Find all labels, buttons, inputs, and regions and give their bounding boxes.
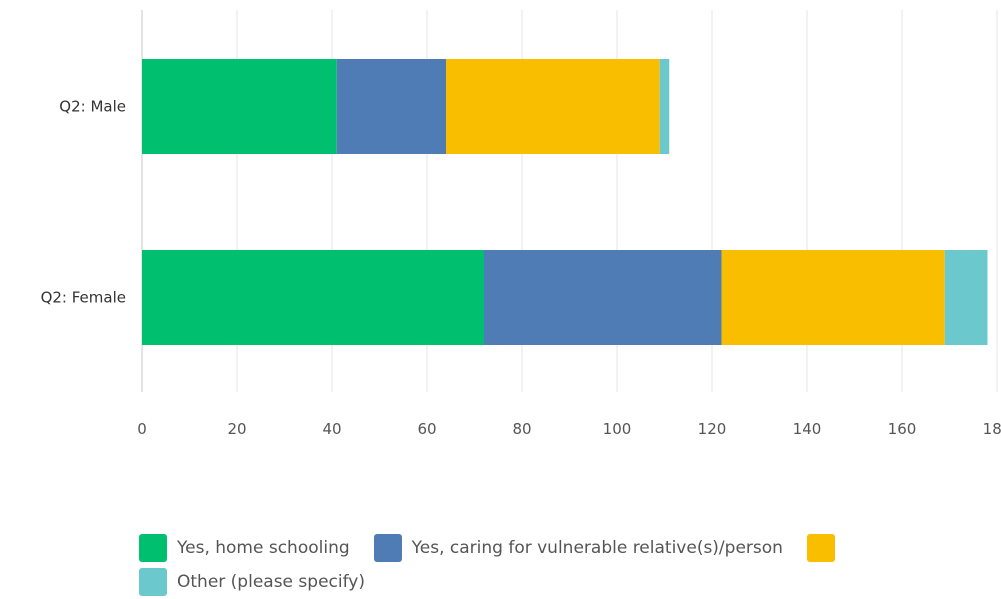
stacked-bar-chart: 0 20 40 60 80 100 120 140 160 180 Q2: Male Q2: Fem… — [41, 10, 1001, 438]
legend-label-caring: Yes, caring for vulnerable relative(s)/p… — [411, 538, 783, 558]
bar-female-series-3 — [944, 250, 988, 345]
x-tick-label-120: 120 — [698, 420, 727, 438]
x-tick-label-140: 140 — [793, 420, 822, 438]
legend-swatch-other — [139, 568, 167, 596]
legend-label-other: Other (please specify) — [177, 572, 365, 592]
category-label-male: Q2: Male — [59, 98, 126, 116]
bar-male-series-0 — [142, 59, 337, 154]
x-tick-label-100: 100 — [603, 420, 632, 438]
category-label-female: Q2: Female — [41, 289, 126, 307]
legend-row-2: Other (please specify) — [139, 565, 1001, 599]
x-tick-labels: 0 20 40 60 80 100 120 140 160 180 — [137, 420, 1001, 438]
bar-male-series-1 — [336, 59, 446, 154]
x-tick-label-160: 160 — [888, 420, 917, 438]
x-tick-label-60: 60 — [417, 420, 436, 438]
x-tick-label-0: 0 — [137, 420, 147, 438]
bar-female-series-0 — [142, 250, 484, 345]
legend-row-1: Yes, home schooling Yes, caring for vuln… — [139, 531, 1001, 565]
bar-male-series-3 — [659, 59, 670, 154]
x-tick-label-40: 40 — [322, 420, 341, 438]
x-tick-label-80: 80 — [512, 420, 531, 438]
legend-swatch-caring — [373, 534, 402, 562]
legend-item-other: Other (please specify) — [139, 568, 365, 596]
legend-item-third-series — [806, 534, 845, 562]
bar-female-series-1 — [484, 250, 722, 345]
bars — [142, 59, 988, 345]
category-labels: Q2: Male Q2: Female — [41, 98, 126, 307]
bar-female-series-2 — [721, 250, 945, 345]
legend-item-home-schooling: Yes, home schooling — [139, 534, 350, 562]
legend-swatch-home-schooling — [139, 534, 167, 562]
legend-item-caring: Yes, caring for vulnerable relative(s)/p… — [373, 534, 783, 562]
legend: Yes, home schooling Yes, caring for vuln… — [139, 531, 1001, 599]
bar-male-series-2 — [446, 59, 660, 154]
x-tick-label-20: 20 — [227, 420, 246, 438]
legend-label-home-schooling: Yes, home schooling — [177, 538, 350, 558]
legend-swatch-third-series — [806, 534, 835, 562]
x-tick-label-180: 180 — [983, 420, 1001, 438]
